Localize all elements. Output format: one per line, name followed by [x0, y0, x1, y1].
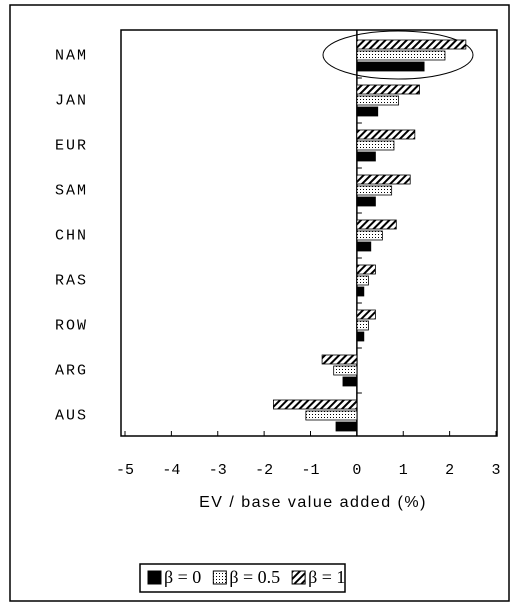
bar [356, 241, 372, 252]
x-tick-label: 3 [491, 462, 500, 479]
legend-label: β = 0.5 [229, 567, 280, 587]
bar [321, 354, 358, 365]
bar [356, 196, 376, 207]
x-tick-label: -3 [209, 462, 227, 479]
bar [305, 410, 358, 421]
y-tick-label: ROW [55, 317, 88, 334]
bar [342, 376, 358, 387]
y-tick-label: JAN [55, 92, 88, 109]
x-tick-label: -4 [162, 462, 180, 479]
y-tick-label: NAM [55, 47, 88, 64]
x-tick-label: 2 [445, 462, 454, 479]
bar [356, 106, 379, 117]
bar [356, 286, 365, 297]
x-tick-label: -5 [116, 462, 134, 479]
bar [356, 219, 397, 230]
bar [356, 331, 365, 342]
legend-swatch [147, 570, 162, 585]
highlight-ellipse [322, 30, 474, 80]
bar [356, 50, 446, 61]
bar [356, 264, 376, 275]
y-tick-label: AUS [55, 407, 88, 424]
y-tick-label: SAM [55, 182, 88, 199]
bar [356, 140, 395, 151]
bar [356, 230, 383, 241]
x-tick-label: 1 [399, 462, 408, 479]
bar [356, 95, 400, 106]
legend-swatch [212, 570, 227, 585]
y-tick-label: EUR [55, 137, 88, 154]
legend-label: β = 1 [308, 567, 345, 587]
bar [272, 399, 358, 410]
plot-frame [120, 29, 498, 437]
y-tick-label: RAS [55, 272, 88, 289]
legend-swatch [291, 570, 306, 585]
bar [356, 84, 420, 95]
y-tick-label: ARG [55, 362, 88, 379]
bar [335, 421, 358, 432]
bar [356, 275, 369, 286]
y-tick-label: CHN [55, 227, 88, 244]
bar [356, 151, 376, 162]
bar [356, 320, 369, 331]
legend-box [139, 563, 346, 593]
bar [356, 129, 416, 140]
bar [356, 61, 425, 72]
bar [333, 365, 358, 376]
bar [356, 174, 411, 185]
x-tick-label: -2 [255, 462, 273, 479]
bar [356, 39, 467, 50]
x-axis-title: EV / base value added (%) [199, 494, 427, 511]
frame [9, 4, 510, 602]
x-tick-label: 0 [352, 462, 361, 479]
x-tick-label: -1 [301, 462, 319, 479]
legend-label: β = 0 [164, 567, 201, 587]
bar [356, 309, 376, 320]
bar [356, 185, 393, 196]
